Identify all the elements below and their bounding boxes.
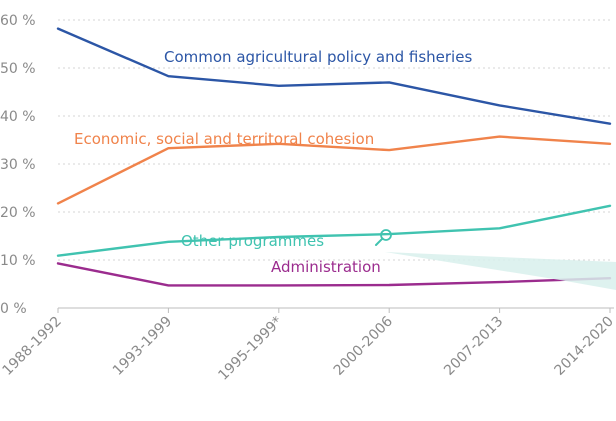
series-line-2 bbox=[56, 135, 612, 205]
y-tick-label: 50 % bbox=[0, 61, 36, 77]
axes: 0 % 10 % 20 % 30 % 40 % 50 % 60 % 1988-1992 1993… bbox=[0, 13, 616, 384]
x-tick-label: 1995-1999* bbox=[215, 314, 285, 384]
y-tick-label: 10 % bbox=[0, 253, 36, 269]
decorations bbox=[375, 229, 616, 290]
y-tick-label: 60 % bbox=[0, 13, 36, 29]
x-tick-label: 2014-2020 bbox=[552, 314, 616, 379]
y-tick-label: 30 % bbox=[0, 157, 36, 173]
highlight-band bbox=[385, 252, 616, 290]
magnifier-lens bbox=[380, 229, 392, 241]
x-tick-label: 1988-1992 bbox=[0, 314, 65, 379]
magnifier-handle bbox=[375, 237, 384, 246]
series-lines bbox=[56, 27, 612, 287]
series-line-3 bbox=[56, 204, 612, 257]
series-line-4 bbox=[56, 262, 612, 287]
x-tick-label: 2000-2006 bbox=[331, 313, 396, 378]
series-line-1 bbox=[56, 27, 612, 125]
x-tick-label: 1993-1999 bbox=[110, 314, 175, 379]
series-label-cohesion: Economic, social and territoral cohesion bbox=[74, 130, 374, 148]
y-tick-label: 40 % bbox=[0, 109, 36, 125]
series-labels: Common agricultural policy and fisheries… bbox=[74, 48, 472, 276]
series-label-cap: Common agricultural policy and fisheries bbox=[164, 48, 472, 66]
y-tick-label: 20 % bbox=[0, 205, 36, 221]
x-tick-label: 2007-2013 bbox=[441, 314, 506, 379]
series-label-administration: Administration bbox=[271, 258, 381, 276]
magnifier-icon bbox=[375, 229, 392, 246]
y-tick-label: 0 % bbox=[0, 301, 27, 317]
series-label-other: Other programmes bbox=[181, 232, 324, 250]
